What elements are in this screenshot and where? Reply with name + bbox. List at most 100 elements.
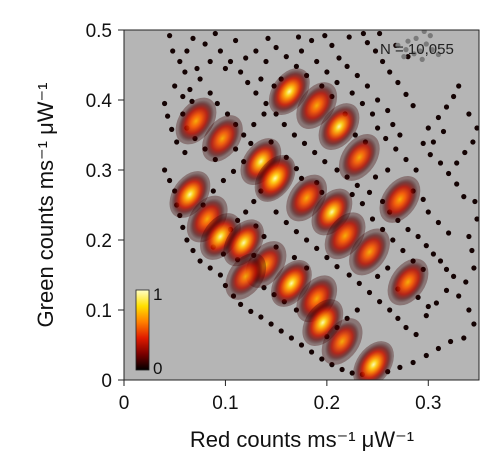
density-cluster xyxy=(387,258,429,306)
density-cluster xyxy=(324,212,366,260)
data-point xyxy=(461,335,467,341)
data-point xyxy=(354,182,360,188)
data-point xyxy=(413,331,419,338)
data-point xyxy=(214,100,220,107)
data-point xyxy=(393,146,399,152)
data-point xyxy=(443,104,450,110)
data-point xyxy=(466,307,472,313)
data-point xyxy=(423,243,429,249)
data-point xyxy=(474,216,479,222)
data-point xyxy=(359,201,365,207)
data-point xyxy=(258,314,264,320)
data-point xyxy=(469,247,475,254)
data-point xyxy=(372,48,379,54)
data-point xyxy=(190,35,196,42)
data-point xyxy=(360,30,366,37)
data-point xyxy=(227,58,234,65)
data-point xyxy=(352,132,358,138)
data-point xyxy=(346,272,352,278)
data-point xyxy=(395,79,401,86)
data-point xyxy=(411,51,417,57)
data-point xyxy=(248,140,254,146)
data-point xyxy=(430,251,436,257)
data-point xyxy=(329,362,335,368)
data-point xyxy=(162,167,168,173)
data-point xyxy=(462,149,468,156)
data-point xyxy=(251,198,257,205)
data-point xyxy=(162,100,168,107)
data-point xyxy=(415,294,421,300)
data-point xyxy=(372,174,379,180)
data-point xyxy=(170,48,176,54)
data-point xyxy=(395,42,401,49)
data-point xyxy=(451,273,457,279)
data-point xyxy=(309,349,315,355)
density-cluster xyxy=(254,154,296,202)
data-point xyxy=(410,359,416,366)
x-tick-label: 0.1 xyxy=(212,393,238,414)
data-point xyxy=(182,149,188,156)
data-point xyxy=(385,107,391,114)
data-point xyxy=(261,111,267,117)
data-point xyxy=(283,219,289,226)
density-cluster xyxy=(349,228,390,276)
data-point xyxy=(217,48,223,54)
data-point xyxy=(309,37,315,44)
data-point xyxy=(238,69,244,75)
data-point xyxy=(446,230,452,236)
data-point xyxy=(273,209,279,215)
data-point xyxy=(456,293,462,299)
data-point xyxy=(395,315,401,321)
data-point xyxy=(230,168,237,174)
data-point xyxy=(405,38,411,44)
data-point xyxy=(324,254,330,261)
data-point xyxy=(334,167,340,173)
data-point xyxy=(177,58,183,65)
data-point xyxy=(380,226,386,233)
data-point xyxy=(273,44,279,51)
data-point xyxy=(377,30,383,37)
data-point xyxy=(427,33,433,39)
y-tick-label: 0.3 xyxy=(86,161,112,182)
colorbar: 1 0 xyxy=(135,285,162,378)
data-point xyxy=(301,140,308,146)
data-point xyxy=(390,237,396,243)
data-point xyxy=(172,83,178,89)
x-tick-label: 0.2 xyxy=(314,393,340,414)
data-point xyxy=(385,167,391,173)
data-point xyxy=(364,40,370,46)
data-point xyxy=(369,216,376,222)
data-point xyxy=(466,233,472,240)
data-point xyxy=(380,58,386,65)
data-point xyxy=(359,100,365,107)
data-point xyxy=(354,307,360,313)
data-point xyxy=(293,229,299,235)
data-point xyxy=(174,139,180,145)
data-point xyxy=(233,146,239,152)
data-point xyxy=(334,264,340,270)
data-point xyxy=(454,160,460,166)
data-point xyxy=(397,132,403,138)
data-point xyxy=(293,166,299,172)
data-point xyxy=(413,35,419,42)
density-cluster xyxy=(379,175,421,223)
data-point xyxy=(314,58,320,65)
data-point xyxy=(220,177,226,184)
data-point xyxy=(471,265,477,271)
data-point xyxy=(197,76,203,82)
data-point xyxy=(319,356,325,362)
x-tick-label: 0 xyxy=(119,393,130,414)
data-point xyxy=(423,352,429,359)
data-point xyxy=(344,315,350,321)
data-point xyxy=(415,233,421,240)
data-point xyxy=(184,48,190,54)
data-point xyxy=(446,170,452,177)
data-point xyxy=(366,189,373,195)
data-point xyxy=(403,156,409,163)
data-point xyxy=(377,299,383,305)
data-point xyxy=(375,97,381,103)
data-point xyxy=(212,30,218,37)
x-axis-label: Red counts ms⁻¹ μW⁻¹ xyxy=(190,427,414,452)
data-point xyxy=(421,30,427,34)
data-point xyxy=(217,272,223,278)
